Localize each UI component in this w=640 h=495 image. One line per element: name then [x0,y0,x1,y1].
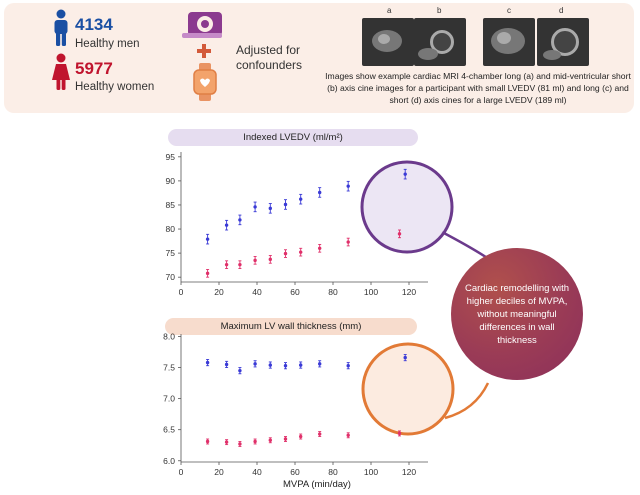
woman-icon [52,53,70,90]
data-point [318,246,322,250]
plus-icon [197,44,211,58]
highlight-circle-2 [361,342,455,436]
data-point [253,205,257,209]
data-point [224,262,229,267]
data-point [346,363,350,368]
data-point [205,237,210,241]
y-tick-label: 7.0 [163,394,175,404]
x-tick-label: 20 [214,287,224,297]
x-tick-label: 40 [252,467,262,477]
data-point [205,439,210,444]
data-point [299,197,303,201]
x-tick-label: 40 [252,287,262,297]
x-tick-label: 80 [328,467,338,477]
smartwatch-icon [193,63,217,101]
y-tick-label: 85 [166,200,176,210]
data-point [224,362,229,367]
mri-caption: Images show example cardiac MRI 4-chambe… [325,71,631,105]
adjusted-line1: Adjusted for [236,43,301,57]
chart-title-lvedv: Indexed LVEDV (ml/m²) [168,129,418,146]
mri-letter-a: a [387,6,392,15]
y-tick-label: 90 [166,176,176,186]
data-point [397,431,402,436]
y-tick-label: 80 [166,224,176,234]
men-count: 4134 [75,15,113,34]
mri-image-b [414,18,466,66]
x-tick-label: 80 [328,287,338,297]
data-point [253,362,257,366]
y-tick-label: 7.5 [163,363,175,373]
women-count: 5977 [75,59,113,78]
y-tick-label: 6.0 [163,456,175,466]
data-point [318,432,322,436]
x-tick-label: 120 [402,287,416,297]
mri-scanner-icon [182,12,222,38]
y-tick-label: 8.0 [163,331,175,341]
data-point [238,442,242,446]
data-point [403,172,407,176]
data-point [299,434,303,439]
data-point [268,438,272,442]
data-point [205,271,210,276]
adjusted-line2: confounders [236,58,303,72]
data-point [253,258,257,263]
chart-title-wall-thickness: Maximum LV wall thickness (mm) [165,318,417,335]
mri-letter-c: c [507,6,511,15]
mri-image-a [362,18,414,66]
data-point [238,368,242,373]
data-point [253,439,257,444]
women-label: Healthy women [75,81,155,93]
x-tick-label: 0 [179,287,184,297]
data-point [346,433,350,437]
conclusion-bubble: Cardiac remodelling with higher deciles … [451,248,583,380]
chart-2: 0 20 40 60 80 100 120 6.0 6.5 7.0 7.5 8.0 [163,331,455,477]
highlight-circle-1 [360,160,454,254]
x-tick-label: 20 [214,467,224,477]
data-point [299,250,303,254]
x-tick-label: 100 [364,467,378,477]
data-point [268,206,272,211]
mri-image-d [537,18,589,66]
connector-bottom [444,382,490,420]
mri-letter-b: b [437,6,442,15]
mri-letter-d: d [559,6,564,15]
data-point [318,190,322,195]
mri-image-c [483,18,535,66]
y-tick-label: 6.5 [163,425,175,435]
data-point [403,355,407,360]
data-point [224,223,229,227]
data-point [346,184,350,188]
data-point [397,232,402,236]
data-point [283,363,288,368]
data-point [299,363,303,367]
data-point [268,257,272,262]
x-tick-label: 60 [290,467,300,477]
data-point [224,440,229,444]
data-point [318,362,322,366]
data-point [268,363,272,367]
x-tick-label: 100 [364,287,378,297]
data-point [346,240,350,244]
data-point [205,360,210,365]
data-point [238,262,242,267]
data-point [283,437,288,441]
man-icon [54,9,68,46]
x-tick-label: 60 [290,287,300,297]
data-point [283,251,288,256]
x-axis-label: MVPA (min/day) [283,479,351,490]
y-tick-label: 75 [166,248,176,258]
chart-1: 0 20 40 60 80 100 120 70 75 80 85 90 95 [166,152,454,297]
y-tick-label: 95 [166,152,176,162]
y-tick-label: 70 [166,272,176,282]
x-tick-label: 120 [402,467,416,477]
conclusion-text: Cardiac remodelling with higher deciles … [464,282,570,346]
data-point [238,218,242,222]
data-point [283,202,288,207]
x-tick-label: 0 [179,467,184,477]
men-label: Healthy men [75,38,140,50]
